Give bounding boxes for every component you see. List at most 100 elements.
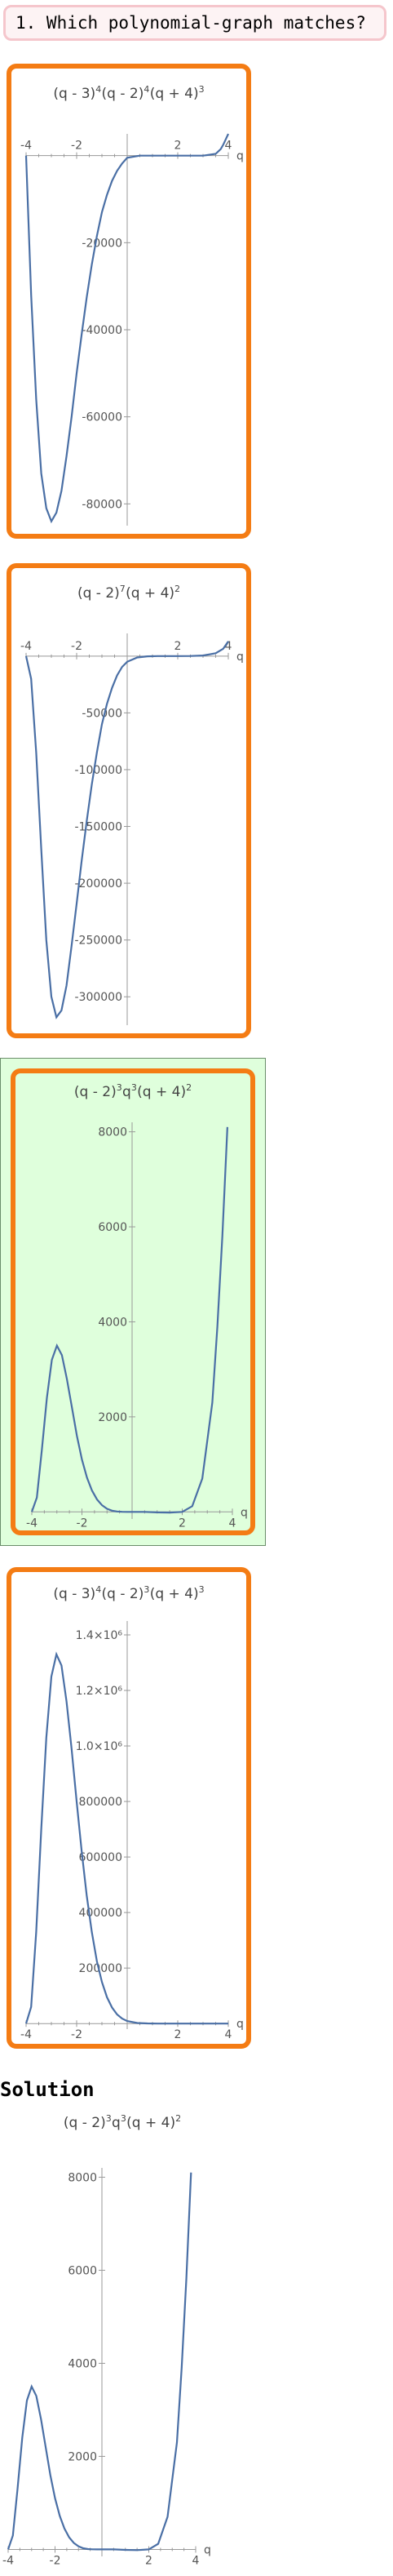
- x-tick-label: -4: [20, 640, 32, 653]
- x-tick-label: -2: [71, 640, 82, 653]
- x-axis-label: q: [241, 1506, 248, 1519]
- x-tick-label: -2: [50, 2554, 61, 2567]
- y-tick-label: -50000: [82, 707, 122, 720]
- y-tick-label: 2000: [98, 1411, 127, 1424]
- chart-option-3: (q - 2)3 q3 (q + 4)2 q-4 -2 2 4200040006000…: [26, 1082, 248, 1530]
- title-exponent: 3: [117, 1082, 122, 1093]
- y-tick-label: 4000: [68, 2357, 97, 2370]
- x-tick-label: 2: [145, 2554, 152, 2567]
- title-exponent: 3: [144, 1584, 149, 1595]
- y-tick-label: 800000: [79, 1796, 122, 1809]
- x-axis-label: q: [236, 651, 244, 664]
- y-tick-label: 8000: [68, 2171, 97, 2184]
- x-axis-label: q: [236, 2018, 244, 2031]
- chart-title: (q - 2)7 (q + 4)2: [77, 584, 180, 602]
- x-tick-label: -4: [2, 2554, 14, 2567]
- x-tick-label: 2: [174, 2028, 182, 2041]
- x-axis-label: q: [204, 2543, 211, 2556]
- title-exponent: 3: [106, 2113, 112, 2124]
- solution-heading: Solution: [0, 2078, 95, 2101]
- y-tick-label: -250000: [75, 935, 123, 948]
- x-tick-label: 2: [174, 640, 182, 653]
- y-tick-label: 2000: [68, 2450, 97, 2463]
- title-exponent: 3: [199, 1584, 205, 1595]
- series-curve: [30, 1126, 228, 1514]
- x-tick-label: -2: [71, 2028, 82, 2041]
- x-tick-label: -2: [71, 140, 82, 153]
- y-tick-label: -80000: [82, 498, 122, 511]
- x-tick-label: 4: [225, 2028, 232, 2041]
- series-curve: [24, 1651, 228, 2025]
- series-curve: [7, 2172, 192, 2552]
- y-tick-label: -100000: [75, 764, 123, 777]
- answer-option-1[interactable]: (q - 3)4 (q - 2)4 (q + 4)3 q -4 -2 2 4 -20000…: [7, 64, 251, 539]
- title-factor: (q - 2): [77, 585, 120, 602]
- y-tick-label: -40000: [82, 324, 122, 337]
- title-exponent: 2: [174, 584, 180, 594]
- title-factor: (q - 2): [102, 1586, 144, 1602]
- chart-title: (q - 2)3 q3 (q + 4)2: [64, 2113, 181, 2131]
- x-tick-label: -4: [26, 1517, 38, 1530]
- x-tick-label: -4: [20, 140, 32, 153]
- title-factor: (q - 2): [74, 1084, 117, 1100]
- title-factor: (q + 4): [150, 1586, 199, 1602]
- series-curve: [24, 133, 229, 524]
- title-factor: q: [122, 1084, 131, 1100]
- title-factor: (q - 3): [53, 1586, 95, 1602]
- y-tick-label: 4000: [98, 1316, 127, 1329]
- y-tick-label: 6000: [68, 2264, 97, 2277]
- title-factor: (q + 4): [150, 86, 199, 102]
- y-tick-label: -150000: [75, 821, 123, 834]
- y-tick-label: 6000: [98, 1221, 127, 1234]
- x-tick-label: -2: [77, 1517, 88, 1530]
- y-tick-label: 8000: [98, 1126, 127, 1139]
- x-tick-label: 4: [192, 2554, 200, 2567]
- solution-chart: (q - 2)3 q3 (q + 4)2 q-4 -2 2 4200040006000…: [2, 2113, 211, 2567]
- title-exponent: 3: [131, 1082, 137, 1093]
- y-tick-label: -300000: [75, 991, 123, 1004]
- chart-title: (q - 3)4 (q - 2)3 (q + 4)3: [53, 1584, 204, 1602]
- y-tick-label: -200000: [75, 877, 123, 890]
- x-tick-label: -4: [20, 2028, 32, 2041]
- title-exponent: 2: [186, 1082, 192, 1093]
- chart-option-2: (q - 2)7 (q + 4)2 q-4 -2 2 4-50000-100000-1…: [20, 584, 244, 1025]
- y-tick-label: 1.0×10⁶: [76, 1740, 123, 1753]
- x-tick-label: 2: [179, 1517, 186, 1530]
- x-axis-label: q: [236, 150, 244, 163]
- title-exponent: 2: [175, 2113, 181, 2124]
- chart-option-4: (q - 3)4 (q - 2)3 (q + 4)3 q-4 -2 2 4200000…: [20, 1584, 244, 2041]
- title-factor: (q - 2): [102, 86, 144, 102]
- x-tick-label: 4: [229, 1517, 236, 1530]
- title-factor: (q + 4): [137, 1084, 186, 1100]
- title-factor: q: [112, 2115, 121, 2131]
- title-factor: (q - 3): [53, 86, 95, 102]
- y-tick-label: 1.4×10⁶: [76, 1629, 123, 1642]
- chart-title: (q - 3)4 (q - 2)4 (q + 4)3: [53, 84, 204, 102]
- answer-option-3[interactable]: (q - 2)3 q3 (q + 4)2 q -4 -2 2 4 2000 4000 6000…: [11, 1068, 255, 1535]
- chart-option-1: (q - 3)4 (q - 2)4 (q + 4)3 q -4 -2 2 4 -20000…: [20, 84, 244, 526]
- question-text: 1. Which polynomial-graph matches?: [15, 13, 366, 33]
- y-tick-label: 400000: [79, 1907, 122, 1920]
- y-tick-label: -60000: [82, 411, 122, 424]
- y-tick-label: 1.2×10⁶: [76, 1685, 123, 1698]
- y-tick-label: -20000: [82, 237, 122, 250]
- y-tick-label: 600000: [79, 1851, 122, 1864]
- answer-option-2[interactable]: (q - 2)7 (q + 4)2 q -4 -2 2 4 -50000 -100000 -1…: [7, 563, 251, 1038]
- title-factor: (q + 4): [126, 585, 174, 602]
- title-exponent: 4: [95, 84, 101, 95]
- selected-option-highlight: (q - 2)3 q3 (q + 4)2 q -4 -2 2 4 2000 4000 6000…: [0, 1058, 266, 1546]
- y-tick-label: 200000: [79, 1962, 122, 1975]
- title-exponent: 4: [144, 84, 149, 95]
- title-exponent: 7: [120, 584, 126, 594]
- title-factor: (q - 2): [64, 2115, 106, 2131]
- answer-option-4[interactable]: (q - 3)4 (q - 2)3 (q + 4)3 q -4 -2 2 4 200000…: [7, 1567, 251, 2049]
- title-exponent: 3: [121, 2113, 126, 2124]
- x-tick-label: 2: [174, 140, 182, 153]
- x-tick-label: 4: [225, 640, 232, 653]
- title-factor: (q + 4): [126, 2115, 175, 2131]
- chart-title: (q - 2)3 q3 (q + 4)2: [74, 1082, 192, 1100]
- question-box: 1. Which polynomial-graph matches?: [3, 5, 386, 41]
- series-curve: [24, 641, 229, 1019]
- title-exponent: 4: [95, 1584, 101, 1595]
- title-exponent: 3: [199, 84, 205, 95]
